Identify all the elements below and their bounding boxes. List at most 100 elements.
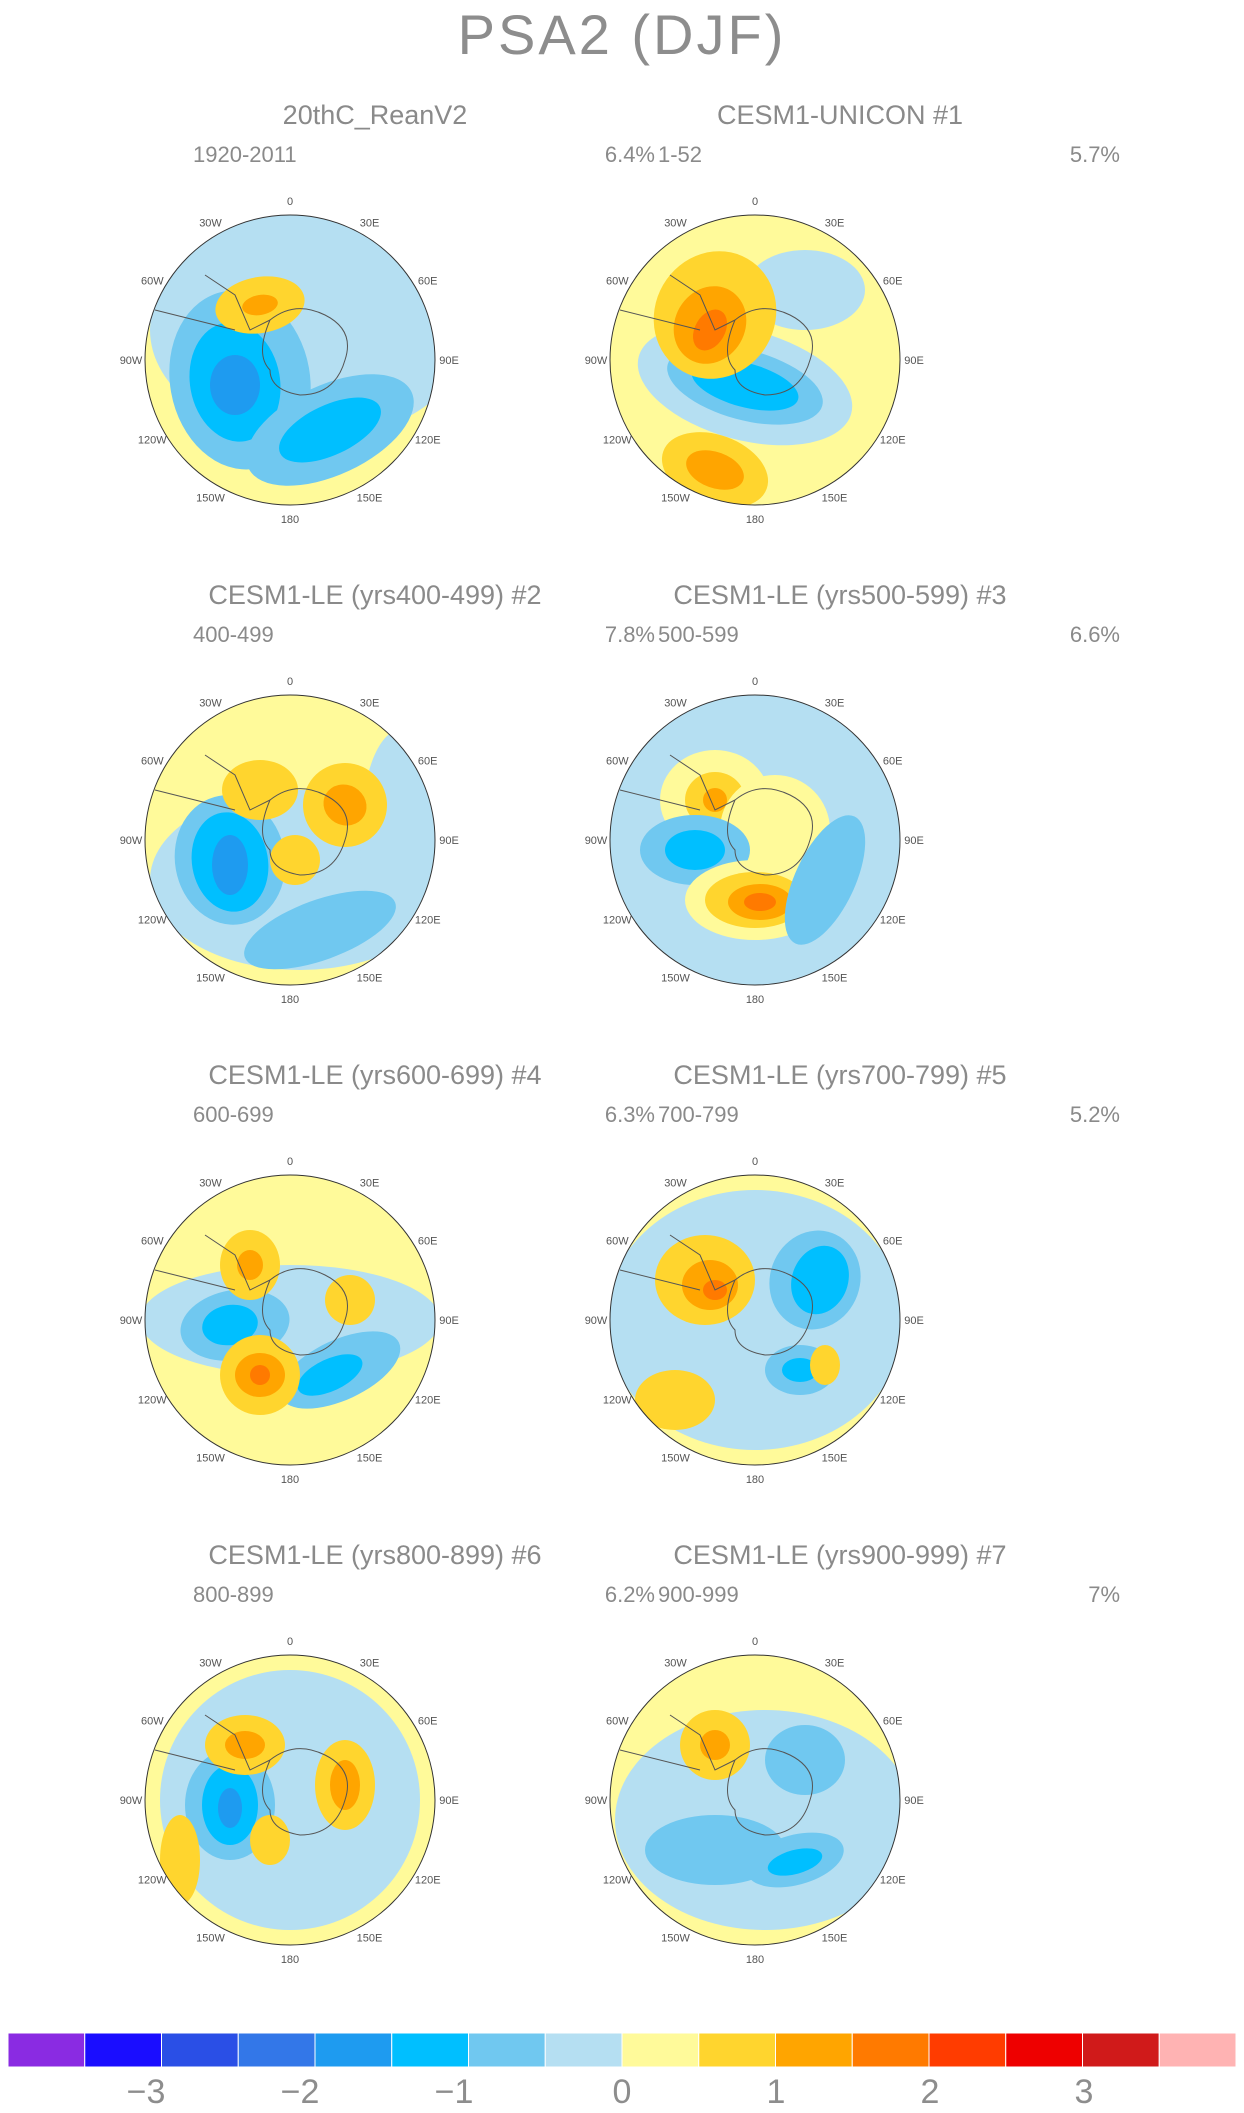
panel-title: CESM1-LE (yrs500-599) #3 — [673, 580, 1007, 610]
anomaly-contour — [244, 890, 396, 970]
panel-variance: 7% — [1088, 1582, 1120, 1607]
colorbar-swatch — [391, 2033, 469, 2067]
longitude-label: 60E — [883, 756, 903, 768]
antarctica-coastline — [727, 1268, 813, 1356]
map-panel-8: CESM1-LE (yrs900-999) #7 900-999 7% 0 30E… — [560, 1540, 1120, 2020]
longitude-label: 90E — [439, 835, 459, 847]
longitude-label: 120W — [603, 1395, 632, 1407]
anomaly-contour — [325, 1275, 375, 1325]
panel-variance: 6.2% — [604, 1582, 655, 1607]
panel-title: CESM1-LE (yrs700-799) #5 — [673, 1060, 1007, 1090]
map-field — [610, 1175, 900, 1465]
longitude-label: 150E — [357, 1933, 383, 1945]
longitude-label: 60W — [606, 1716, 629, 1728]
anomaly-contour — [330, 1760, 360, 1810]
anomaly-contour — [279, 397, 381, 463]
antarctica-coastline — [262, 308, 348, 396]
polar-map: 0 30E 60E 90E 120E 150E 180 150W 120W 90W 60W 30W — [585, 1636, 924, 1966]
map-panel-1: 20thC_ReanV2 1920-2011 6.4% 0 30E 60E 90E 12… — [95, 100, 655, 580]
longitude-label: 180 — [746, 1954, 764, 1966]
page-title: PSA2 (DJF) — [457, 3, 787, 66]
anomaly-contour — [270, 835, 320, 885]
longitude-label: 60W — [606, 756, 629, 768]
map-border — [609, 1654, 901, 1946]
colorbar-label: −1 — [434, 2073, 474, 2111]
longitude-label: 90E — [904, 1315, 924, 1327]
longitude-label: 0 — [752, 676, 758, 688]
colorbar-swatch — [1005, 2033, 1083, 2067]
anomaly-contour — [686, 450, 744, 490]
longitude-label: 60W — [141, 1716, 164, 1728]
antarctica-coastline — [262, 1268, 348, 1356]
panel-title: 20thC_ReanV2 — [282, 100, 468, 130]
south-america-coastline — [619, 1234, 736, 1291]
longitude-label: 150W — [196, 493, 225, 505]
longitude-label: 120W — [138, 1875, 167, 1887]
longitude-label: 30E — [360, 217, 380, 229]
south-america-coastline — [154, 274, 271, 331]
panel-title: CESM1-LE (yrs800-899) #6 — [208, 1540, 542, 1570]
longitude-label: 150W — [661, 493, 690, 505]
longitude-label: 120E — [880, 1395, 906, 1407]
longitude-label: 120E — [880, 915, 906, 927]
colorbar-swatch — [851, 2033, 930, 2067]
longitude-label: 0 — [287, 1156, 293, 1168]
longitude-label: 180 — [746, 514, 764, 526]
longitude-label: 180 — [746, 1474, 764, 1486]
longitude-label: 90E — [904, 355, 924, 367]
anomaly-contour — [218, 1788, 242, 1828]
polar-map: 0 30E 60E 90E 120E 150E 180 150W 120W 90W 60W 30W — [120, 1156, 459, 1486]
colorbar-swatch — [314, 2033, 393, 2067]
longitude-label: 60E — [418, 1236, 438, 1248]
panel-years: 500-599 — [658, 622, 739, 647]
anomaly-contour — [250, 1815, 290, 1865]
anomaly-contour — [784, 815, 866, 945]
longitude-label: 30W — [199, 697, 222, 709]
anomaly-contour — [297, 1354, 363, 1396]
longitude-label: 0 — [287, 676, 293, 688]
panel-years: 700-799 — [658, 1102, 739, 1127]
map-border — [144, 1654, 436, 1946]
longitude-label: 150E — [357, 1453, 383, 1465]
colorbar-swatch — [237, 2033, 316, 2067]
south-america-coastline — [154, 1234, 271, 1291]
longitude-label: 30E — [360, 1177, 380, 1189]
panel-variance: 5.7% — [1069, 142, 1120, 167]
longitude-label: 150E — [822, 1933, 848, 1945]
longitude-label: 0 — [752, 1636, 758, 1648]
longitude-label: 150W — [196, 1933, 225, 1945]
polar-map: 0 30E 60E 90E 120E 150E 180 150W 120W 90W 60W 30W — [120, 676, 459, 1006]
longitude-label: 30W — [199, 217, 222, 229]
south-america-coastline — [619, 274, 736, 331]
longitude-label: 150E — [822, 1453, 848, 1465]
colorbar-swatch — [161, 2033, 239, 2067]
longitude-label: 120E — [880, 1875, 906, 1887]
map-panel-3: CESM1-LE (yrs400-499) #2 400-499 7.8% 0 3… — [95, 580, 655, 1060]
polar-map: 0 30E 60E 90E 120E 150E 180 150W 120W 90W 60W 30W — [585, 676, 924, 1006]
longitude-label: 120E — [415, 435, 441, 447]
anomaly-contour — [744, 893, 776, 911]
polar-map: 0 30E 60E 90E 120E 150E 180 150W 120W 90W 60W 30W — [120, 1636, 459, 1966]
longitude-label: 30W — [664, 1177, 687, 1189]
longitude-label: 150W — [661, 973, 690, 985]
south-america-coastline — [619, 754, 736, 811]
colorbar-swatch — [1082, 2033, 1160, 2067]
panel-years: 1-52 — [658, 142, 703, 167]
south-america-coastline — [154, 1714, 271, 1771]
colorbar-label: −3 — [126, 2073, 166, 2111]
longitude-label: 150E — [357, 973, 383, 985]
longitude-label: 90W — [585, 835, 608, 847]
panel-years: 900-999 — [658, 1582, 739, 1607]
panel-years: 1920-2011 — [193, 142, 297, 167]
anomaly-contour — [703, 788, 727, 812]
map-field — [145, 215, 435, 505]
antarctica-coastline — [727, 788, 813, 876]
longitude-label: 30W — [664, 697, 687, 709]
anomaly-contour — [615, 1710, 900, 1930]
colorbar-swatch — [8, 2033, 86, 2067]
panel-years: 800-899 — [193, 1582, 274, 1607]
map-panel-7: CESM1-LE (yrs800-899) #6 800-899 6.2% 0 3… — [95, 1540, 655, 2020]
longitude-label: 180 — [281, 994, 299, 1006]
longitude-label: 120E — [415, 1395, 441, 1407]
map-field — [145, 1175, 435, 1465]
